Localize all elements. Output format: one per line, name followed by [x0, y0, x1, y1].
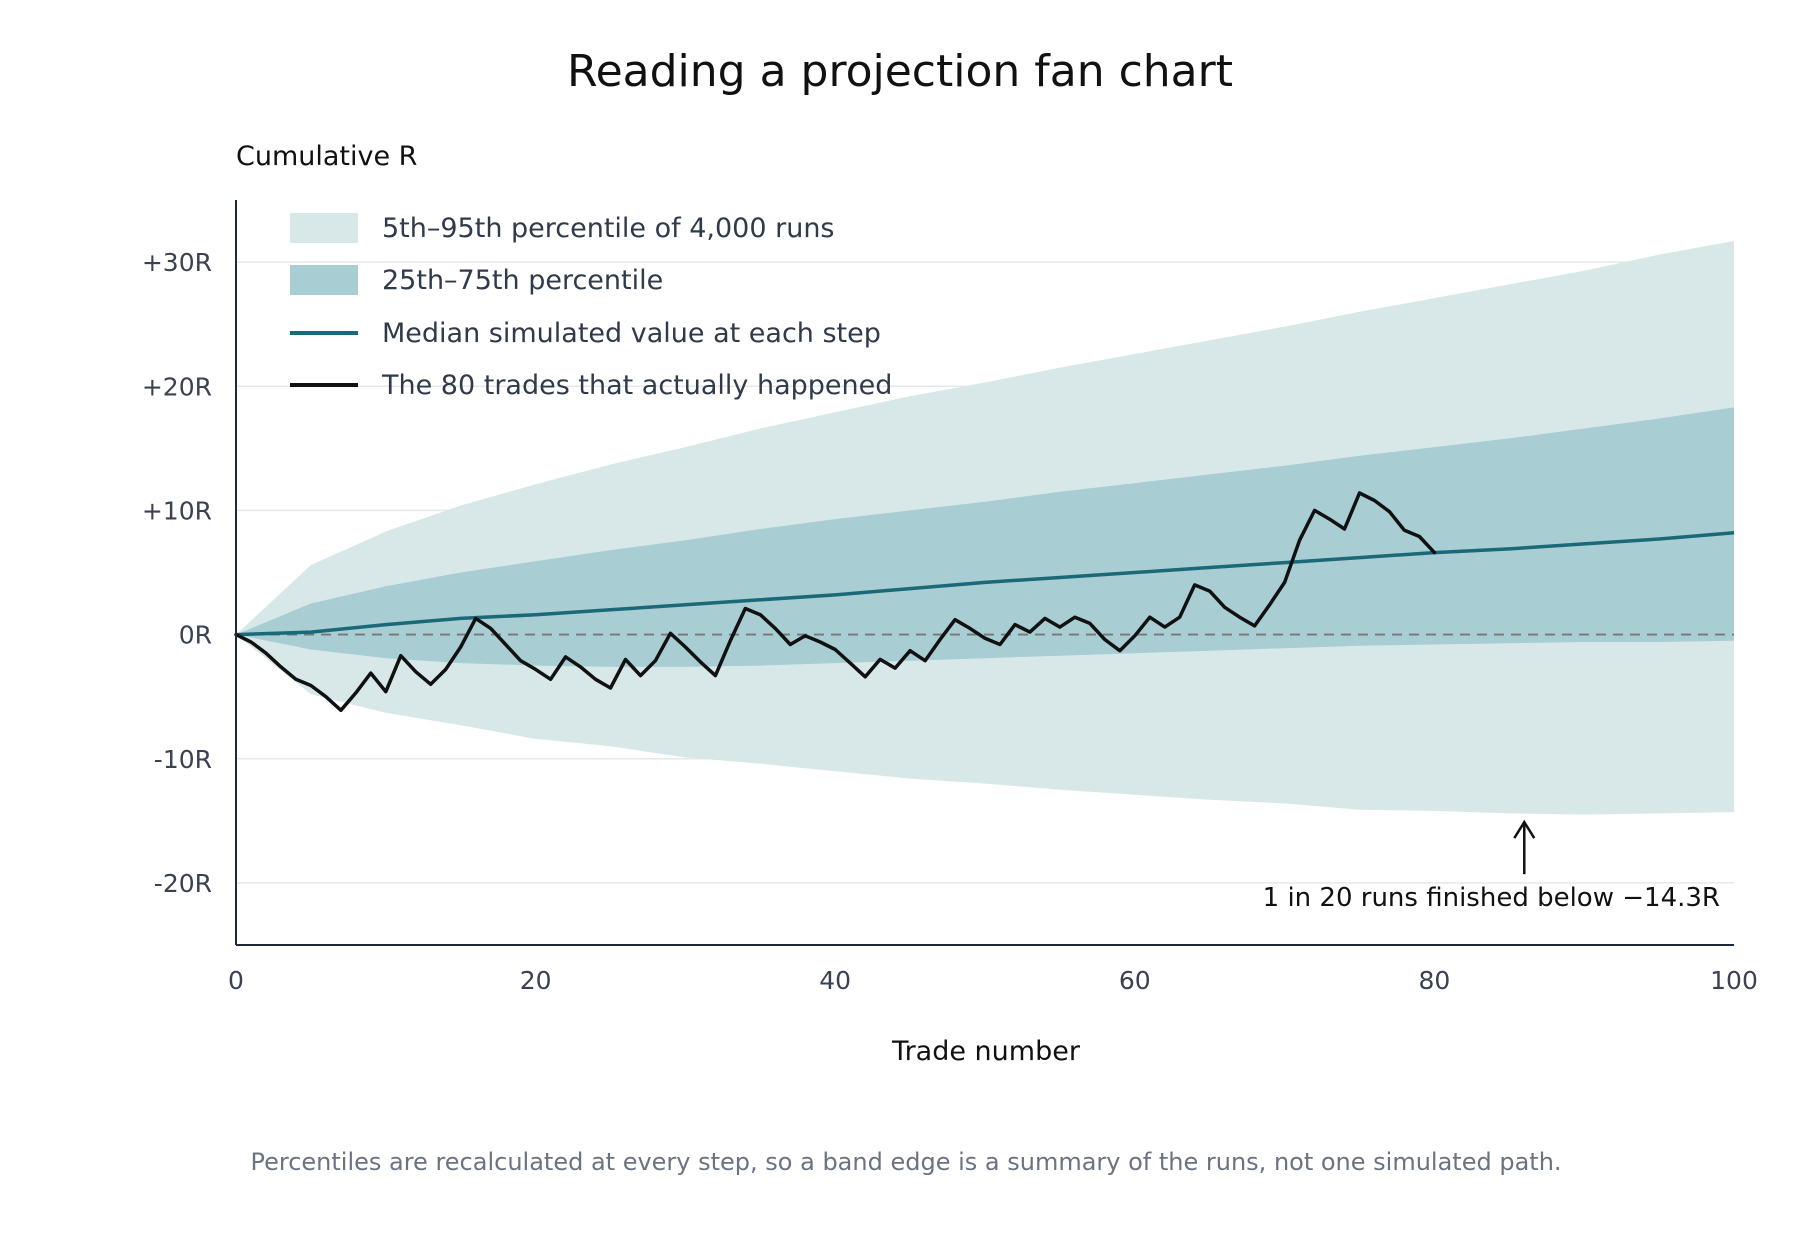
- legend-label-inner-band: 25th–75th percentile: [382, 265, 663, 296]
- annotation: 1 in 20 runs finished below −14.3R: [1263, 819, 1720, 913]
- legend-label-actual: The 80 trades that actually happened: [381, 370, 892, 401]
- percentile-bands: [236, 241, 1734, 815]
- x-tick-label: 20: [520, 966, 552, 995]
- x-axis-label: Trade number: [891, 1036, 1081, 1067]
- annotation-text: 1 in 20 runs finished below −14.3R: [1263, 883, 1720, 913]
- y-tick-label: 0R: [179, 621, 212, 650]
- x-tick-label: 100: [1710, 966, 1758, 995]
- chart-title: Reading a projection fan chart: [567, 46, 1233, 97]
- legend-swatch-outer-band: [290, 213, 358, 243]
- band-25th-75th: [236, 407, 1734, 667]
- caption: Percentiles are recalculated at every st…: [250, 1148, 1561, 1176]
- x-tick-label: 0: [228, 966, 244, 995]
- y-tick-label: -10R: [154, 745, 212, 774]
- median-line: [235, 531, 1735, 637]
- x-tick-label: 80: [1418, 966, 1450, 995]
- y-tick-label: +30R: [142, 248, 212, 277]
- y-axis-label: Cumulative R: [236, 141, 417, 172]
- x-tick-label: 60: [1119, 966, 1151, 995]
- legend: 5th–95th percentile of 4,000 runs 25th–7…: [290, 213, 892, 401]
- legend-label-outer-band: 5th–95th percentile of 4,000 runs: [382, 213, 835, 244]
- legend-swatch-inner-band: [290, 265, 358, 295]
- series-lines: [234, 491, 1735, 713]
- x-tick-labels: 0 20 40 60 80 100: [228, 966, 1758, 995]
- actual-trades-line: [234, 491, 1437, 713]
- y-tick-label: +20R: [142, 372, 212, 401]
- y-tick-label: -20R: [154, 869, 212, 898]
- legend-label-median: Median simulated value at each step: [382, 318, 881, 349]
- axes: [235, 200, 1734, 946]
- y-tick-labels: +30R +20R +10R 0R -10R -20R: [142, 248, 212, 898]
- annotation-arrowhead: [1513, 819, 1536, 839]
- x-tick-label: 40: [819, 966, 851, 995]
- y-tick-label: +10R: [142, 496, 212, 525]
